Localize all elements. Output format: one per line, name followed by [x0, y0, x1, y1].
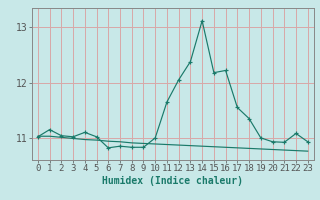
X-axis label: Humidex (Indice chaleur): Humidex (Indice chaleur)	[102, 176, 243, 186]
